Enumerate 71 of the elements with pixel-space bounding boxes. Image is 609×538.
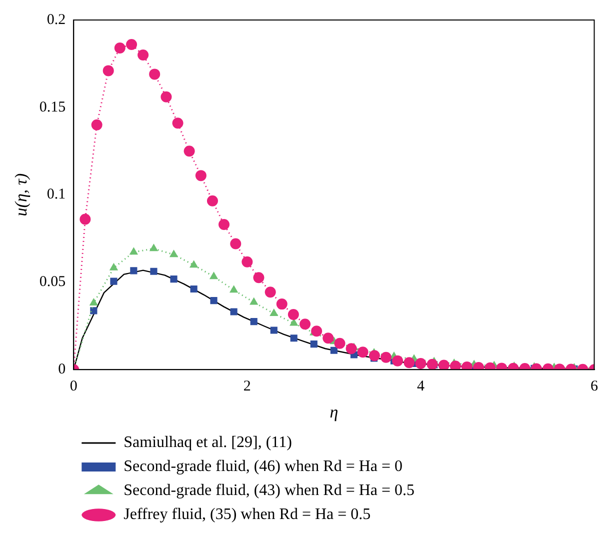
point bbox=[300, 318, 311, 330]
point bbox=[195, 170, 206, 182]
point bbox=[250, 297, 258, 305]
y-tick-label: 0.2 bbox=[46, 12, 66, 28]
point bbox=[170, 276, 178, 283]
legend-label: Jeffrey fluid, (35) when Rd = Ha = 0.5 bbox=[124, 506, 371, 524]
point bbox=[270, 308, 278, 316]
point bbox=[380, 352, 392, 363]
point bbox=[190, 285, 198, 293]
point bbox=[357, 346, 368, 358]
point bbox=[368, 350, 380, 362]
point bbox=[102, 65, 114, 76]
point bbox=[109, 262, 118, 270]
point bbox=[346, 343, 357, 354]
x-tick-label: 4 bbox=[416, 378, 425, 395]
point bbox=[80, 214, 91, 225]
point bbox=[150, 268, 158, 275]
y-tick-label: 0.05 bbox=[39, 274, 66, 290]
point bbox=[90, 307, 98, 314]
point bbox=[330, 346, 338, 354]
y-tick-label: 0.15 bbox=[39, 99, 66, 116]
point bbox=[149, 244, 158, 252]
x-tick-label: 6 bbox=[590, 378, 598, 395]
point bbox=[288, 309, 299, 320]
legend-label: Second-grade fluid, (46) when Rd = Ha = 0 bbox=[124, 458, 403, 476]
point bbox=[184, 146, 195, 157]
point bbox=[138, 49, 149, 60]
point bbox=[392, 355, 404, 366]
x-tick-label: 0 bbox=[70, 378, 78, 395]
point bbox=[114, 42, 126, 54]
point bbox=[229, 285, 238, 293]
point bbox=[230, 238, 242, 250]
point bbox=[253, 272, 264, 284]
point bbox=[218, 219, 230, 230]
point bbox=[250, 318, 258, 326]
point bbox=[160, 91, 172, 102]
point bbox=[404, 357, 415, 368]
point bbox=[130, 267, 138, 274]
y-tick-label: 0.1 bbox=[46, 186, 66, 203]
point bbox=[149, 68, 160, 80]
x-axis-title: η bbox=[330, 402, 338, 422]
point bbox=[89, 298, 98, 306]
point bbox=[264, 286, 276, 298]
point bbox=[110, 278, 118, 285]
legend-label: Second-grade fluid, (43) when Rd = Ha = 0.5 bbox=[124, 482, 415, 500]
y-tick-label: 0 bbox=[58, 362, 66, 378]
point bbox=[450, 360, 461, 370]
point bbox=[322, 332, 334, 344]
point bbox=[415, 358, 426, 369]
point bbox=[230, 308, 238, 316]
y-axis-title: u(η, τ) bbox=[12, 173, 31, 216]
point bbox=[311, 326, 322, 337]
point bbox=[129, 247, 138, 255]
point bbox=[438, 360, 450, 370]
point bbox=[189, 260, 198, 268]
point bbox=[209, 272, 218, 280]
legend-label: Samiulhaq et al. [29], (11) bbox=[124, 434, 292, 452]
point bbox=[172, 118, 184, 129]
point bbox=[206, 195, 218, 206]
point bbox=[334, 338, 346, 349]
point bbox=[310, 340, 318, 348]
point bbox=[210, 297, 218, 304]
point bbox=[426, 358, 438, 370]
x-tick-label: 2 bbox=[243, 378, 251, 395]
point bbox=[126, 38, 138, 50]
point bbox=[169, 250, 178, 258]
point bbox=[290, 334, 298, 342]
point bbox=[276, 298, 288, 310]
point bbox=[242, 256, 253, 268]
point bbox=[270, 326, 278, 334]
point bbox=[91, 119, 102, 130]
